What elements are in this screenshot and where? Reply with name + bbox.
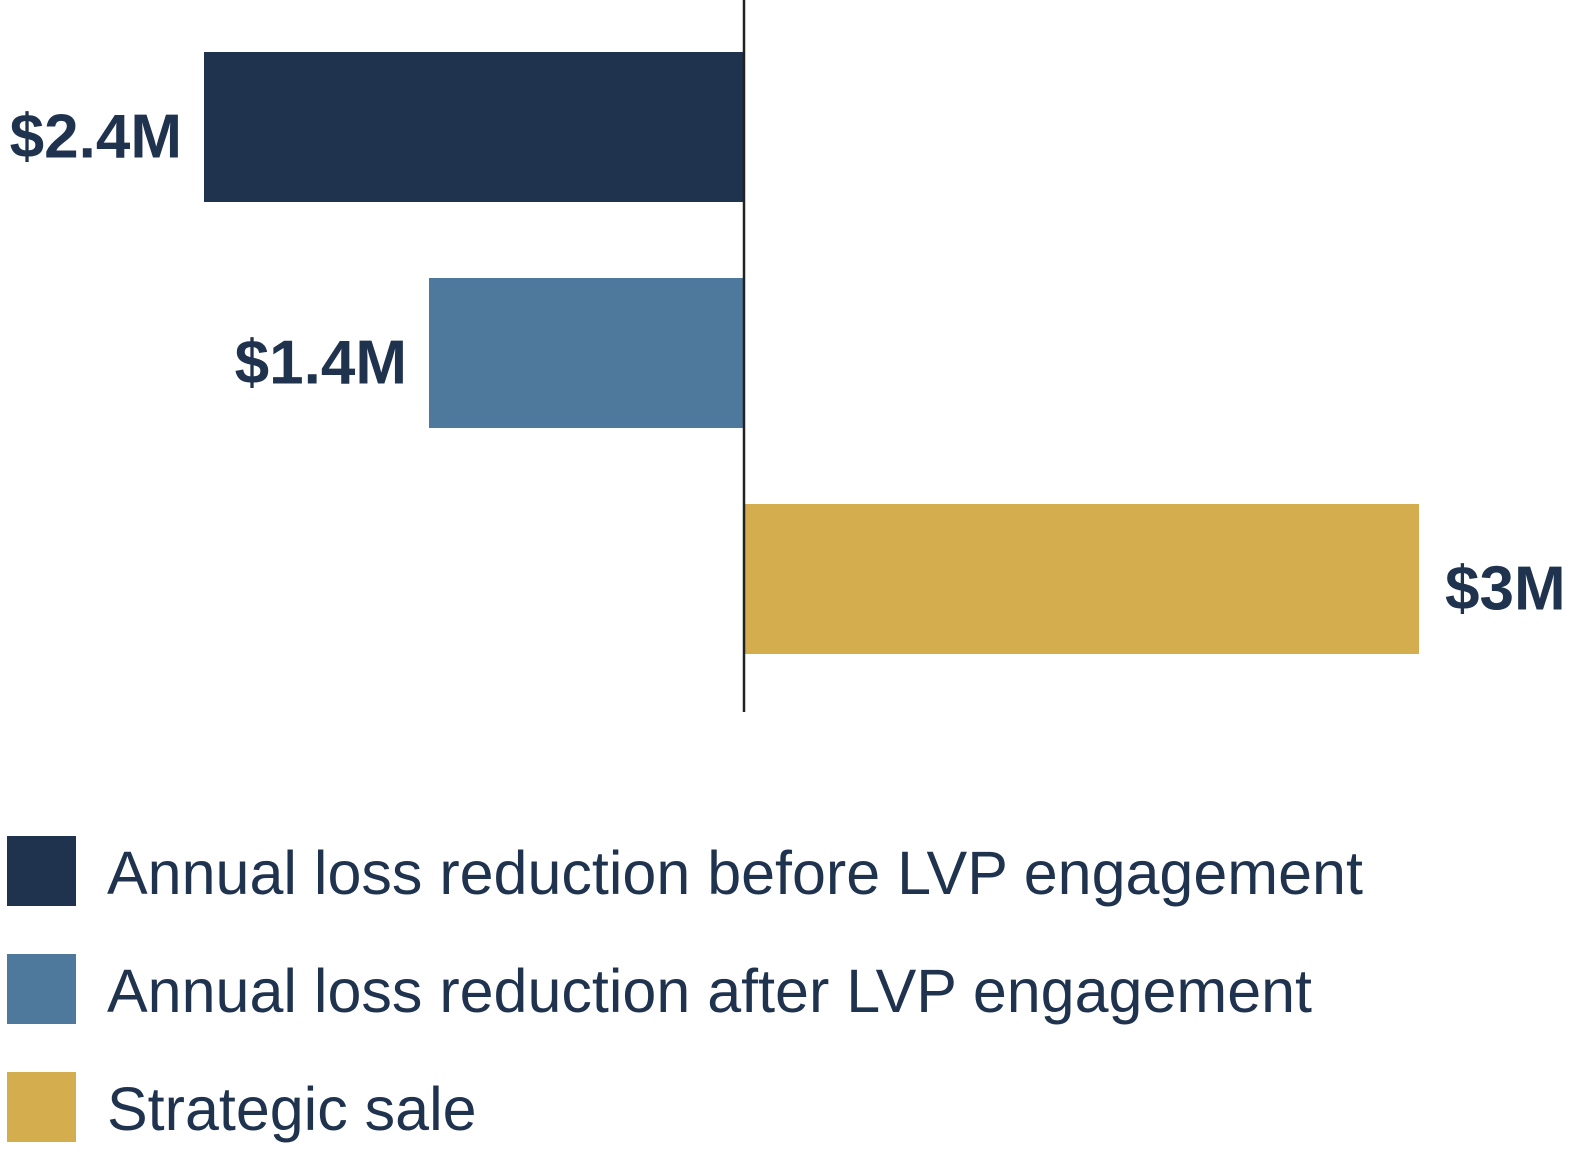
bar-before xyxy=(204,52,744,202)
legend-swatch-after xyxy=(7,954,76,1024)
legend-label-before: Annual loss reduction before LVP engagem… xyxy=(107,839,1363,907)
legend-item-strategic-sale: Strategic sale xyxy=(7,1072,1567,1143)
legend-swatch-strategic-sale xyxy=(7,1072,76,1142)
bar-label-before: $2.4M xyxy=(10,103,182,172)
bar-label-after: $1.4M xyxy=(235,329,407,398)
bar-after xyxy=(429,278,744,428)
legend: Annual loss reduction before LVP engagem… xyxy=(7,836,1567,1143)
legend-label-strategic-sale: Strategic sale xyxy=(107,1075,477,1143)
legend-label-after: Annual loss reduction after LVP engageme… xyxy=(107,957,1312,1025)
bar-strategic-sale xyxy=(744,504,1419,654)
legend-item-before: Annual loss reduction before LVP engagem… xyxy=(7,836,1567,907)
bar-label-strategic-sale: $3M xyxy=(1445,555,1566,624)
legend-swatch-before xyxy=(7,836,76,906)
legend-item-after: Annual loss reduction after LVP engageme… xyxy=(7,954,1567,1025)
bar-chart: $2.4M $1.4M $3M xyxy=(10,0,1566,712)
